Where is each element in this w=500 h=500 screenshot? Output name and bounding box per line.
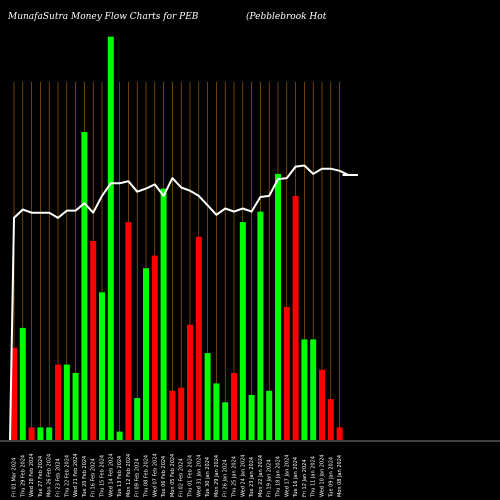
bar-18 <box>160 188 167 440</box>
x-tick-label: Fri 23 Feb 2024 <box>56 458 62 497</box>
x-tick-label: Tue 23 Jan 2024 <box>249 457 255 498</box>
x-tick-label: Tue 30 Jan 2024 <box>205 457 211 498</box>
bar-17 <box>151 255 158 440</box>
bar-4 <box>37 427 44 440</box>
money-flow-line-path <box>9 164 359 441</box>
grid-lines <box>13 82 340 440</box>
x-tick-label: Fri 12 Jan 2024 <box>302 459 308 497</box>
x-tick-label: Fri 26 Jan 2024 <box>223 459 229 497</box>
bar-37 <box>327 399 334 440</box>
bar-10 <box>90 240 97 440</box>
x-tick-label: Tue 20 Feb 2024 <box>82 456 88 498</box>
x-tick-label: Wed 17 Jan 2024 <box>284 455 290 497</box>
bar-2 <box>19 327 26 440</box>
bar-9 <box>81 132 88 440</box>
x-tick-label: Thu 29 Feb 2024 <box>20 455 26 498</box>
x-tick-label: Tue 13 Feb 2024 <box>117 456 123 498</box>
chart-title: MunafaSutra Money Flow Charts for PEB (P… <box>0 12 500 28</box>
x-tick-label: Mon 22 Jan 2024 <box>258 455 264 497</box>
x-tick-label: Tue 27 Feb 2024 <box>38 456 44 498</box>
x-tick-label: Mon 05 Feb 2024 <box>170 454 176 497</box>
bar-11 <box>99 292 105 440</box>
bar-29 <box>257 211 264 440</box>
bar-24 <box>213 383 220 440</box>
bar-23 <box>204 353 211 440</box>
x-tick-label: Fri 19 Jan 2024 <box>267 459 273 497</box>
bar-36 <box>319 369 325 440</box>
bar-8 <box>72 372 79 440</box>
bar-20 <box>178 387 185 440</box>
bar-19 <box>169 390 176 440</box>
x-tick-label: Wed 14 Feb 2024 <box>108 453 114 497</box>
bar-26 <box>231 372 237 440</box>
bar-15 <box>134 398 141 440</box>
bar-13 <box>116 431 123 440</box>
bar-31 <box>275 173 281 440</box>
bar-3 <box>28 427 35 440</box>
x-tick-label: Fri 01 Mar 2024 <box>12 458 18 497</box>
bar-series <box>11 36 343 441</box>
x-tick-label: Thu 22 Feb 2024 <box>64 455 70 498</box>
money-flow-line <box>9 164 359 441</box>
x-tick-label: Wed 28 Feb 2024 <box>29 453 35 497</box>
x-tick-label: Wed 21 Feb 2024 <box>73 453 79 497</box>
bar-38 <box>336 427 343 440</box>
bar-5 <box>46 427 53 440</box>
x-tick-label: Tue 09 Jan 2024 <box>328 457 334 498</box>
x-tick-label: Wed 24 Jan 2024 <box>240 455 246 497</box>
bar-35 <box>310 339 317 440</box>
x-tick-label: Mon 29 Jan 2024 <box>214 455 220 497</box>
x-tick-label: Wed 07 Feb 2024 <box>152 453 158 497</box>
x-tick-label: Fri 09 Feb 2024 <box>135 458 141 497</box>
bar-33 <box>292 195 299 440</box>
bar-32 <box>283 306 290 440</box>
x-tick-label: Tue 06 Feb 2024 <box>161 456 167 498</box>
bar-25 <box>222 402 229 440</box>
chart-title-text: MunafaSutra Money Flow Charts for PEB <box>8 12 199 22</box>
x-tick-label: Wed 31 Jan 2024 <box>196 455 202 497</box>
bar-21 <box>187 324 193 440</box>
x-axis: Fri 01 Mar 2024 Thu 29 Feb 2024 Wed 28 Feb… <box>0 440 500 498</box>
x-tick-label: Tue 16 Jan 2024 <box>293 457 299 498</box>
x-tick-label: Mon 08 Jan 2024 <box>337 455 343 497</box>
bar-34 <box>301 339 308 440</box>
x-tick-label: Wed 10 Jan 2024 <box>320 455 326 497</box>
bar-14 <box>125 222 132 440</box>
x-tick-label: Fri 16 Feb 2024 <box>91 458 97 497</box>
bar-1 <box>11 347 17 440</box>
bar-22 <box>195 236 202 440</box>
bar-30 <box>266 390 273 440</box>
x-tick-label: Fri 02 Feb 2024 <box>179 458 185 497</box>
chart-subtitle: (Pebblebrook Hot <box>246 12 327 22</box>
bar-6 <box>55 364 61 440</box>
x-tick-label: Mon 12 Feb 2024 <box>126 454 132 497</box>
x-tick-label: Thu 15 Feb 2024 <box>100 455 106 498</box>
x-tick-label: Mon 26 Feb 2024 <box>47 454 53 497</box>
x-tick-label: Thu 01 Feb 2024 <box>188 455 194 498</box>
x-tick-label: Thu 11 Jan 2024 <box>311 456 317 498</box>
x-tick-label: Thu 25 Jan 2024 <box>232 456 238 498</box>
bar-27 <box>239 222 246 440</box>
x-tick-label: Thu 18 Jan 2024 <box>276 456 282 498</box>
bar-28 <box>248 394 255 440</box>
bar-7 <box>63 364 70 440</box>
bar-12 <box>107 36 114 441</box>
bar-16 <box>143 268 149 440</box>
x-tick-label: Thu 08 Feb 2024 <box>144 455 150 498</box>
